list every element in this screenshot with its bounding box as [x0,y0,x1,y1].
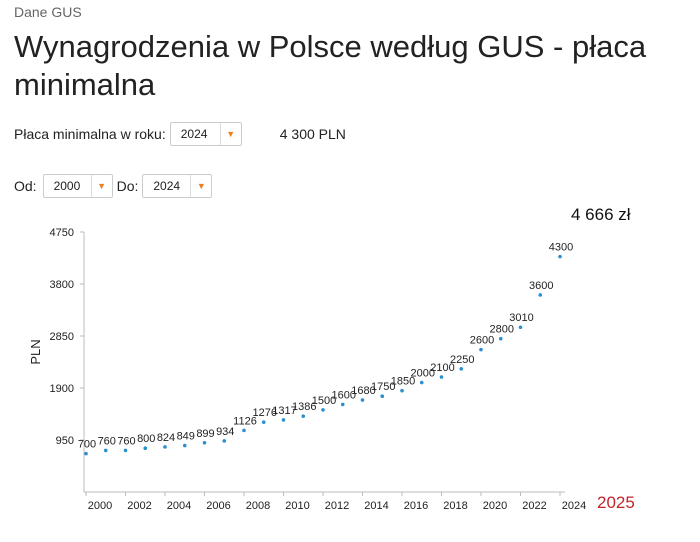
from-label: Od: [14,178,37,194]
data-label: 934 [216,426,234,438]
to-year-select[interactable]: 2024 ▼ [142,174,213,198]
data-point [538,293,543,297]
chart-marks: 700 760 760 800 824 849 899 9341126127613171386… [78,242,573,456]
from-year-value: 2000 [53,179,81,193]
year-select[interactable]: 2024 ▼ [169,122,242,146]
minimum-wage-value: 4 300 PLN [279,126,346,142]
data-point [301,414,306,418]
x-tick-label: 2010 [285,500,309,512]
data-label: 2800 [490,324,514,336]
data-point [459,367,464,371]
data-point [84,451,88,456]
data-label: 1276 [253,407,277,419]
data-label: 3600 [529,280,553,292]
data-point [103,448,108,453]
data-label: 1386 [292,401,316,413]
data-point [498,336,503,341]
data-label: 2600 [470,335,494,347]
data-label: 1317 [272,405,296,417]
data-point [439,375,444,379]
data-point [419,380,424,385]
data-point [281,418,286,422]
year-select-label: Płaca minimalna w roku: [14,126,166,142]
data-label: 4300 [549,242,573,254]
data-point [340,402,345,407]
x-tick-label: 2024 [562,500,586,512]
to-year-value: 2024 [153,179,181,193]
x-tick-label: 2004 [167,500,191,512]
to-label: Do: [116,178,139,194]
data-point [163,445,167,449]
data-label: 800 [137,433,155,445]
chevron-down-icon[interactable]: ▼ [190,175,211,197]
x-tick-label: 2018 [443,500,467,512]
data-label: 2250 [450,354,474,366]
data-point [400,388,404,393]
range-row: Od: 2000 ▼ Do: 2024 ▼ [14,174,213,198]
y-axis-label: PLN [28,339,43,364]
data-label: 1850 [391,376,415,388]
y-tick-label: 950 [56,435,74,447]
data-point [518,325,523,330]
chevron-down-icon[interactable]: ▼ [219,123,241,145]
data-label: 849 [177,431,195,443]
forecast-year: 2025 [597,493,635,512]
data-point [182,443,187,448]
data-point [123,448,128,453]
data-label: 2100 [430,362,454,374]
source-label: Dane GUS [14,4,82,20]
data-point [222,439,227,443]
data-label: 1600 [332,389,356,401]
data-point [242,428,246,433]
data-point [380,394,385,399]
x-tick-label: 2020 [483,500,507,512]
data-point [479,347,483,352]
x-tick-label: 2006 [206,500,230,512]
y-tick-label: 3800 [50,279,74,291]
data-label: 3010 [509,312,533,324]
y-tick-label: 2850 [50,331,74,343]
data-label: 760 [117,435,135,447]
data-point [321,408,325,412]
data-point [143,446,148,451]
y-tick-label: 1900 [50,383,74,395]
page-title: Wynagrodzenia w Polsce według GUS - płac… [14,29,647,102]
wage-chart: 950 1900 2850 3800 4750 2000 2002 2004 2006 2008 2… [28,227,586,512]
x-tick-label: 2016 [404,500,428,512]
data-label: 1750 [371,381,395,393]
y-tick-label: 4750 [50,227,74,239]
data-label: 2000 [411,368,435,380]
data-point [202,440,207,445]
x-tick-label: 2012 [325,500,349,512]
data-label: 1126 [233,415,257,427]
chart-axes: 950 1900 2850 3800 4750 2000 2002 2004 2006 2008 2… [28,227,586,512]
x-tick-label: 2000 [88,500,112,512]
data-label: 700 [78,439,96,451]
data-point [558,254,562,259]
x-tick-label: 2008 [246,500,270,512]
data-label: 899 [196,428,214,440]
from-year-select[interactable]: 2000 ▼ [42,174,113,198]
data-label: 760 [98,435,116,447]
data-label: 1680 [351,385,375,397]
x-tick-label: 2022 [522,500,546,512]
x-tick-label: 2014 [364,500,388,512]
data-label: 1500 [312,395,336,407]
data-label: 824 [157,432,175,444]
data-point [360,398,365,402]
x-tick-label: 2002 [127,500,151,512]
forecast-value: 4 666 zł [571,205,631,224]
year-select-value: 2024 [180,127,208,141]
data-point [261,420,266,424]
chevron-down-icon[interactable]: ▼ [90,175,112,197]
minimum-wage-year-row: Płaca minimalna w roku: 2024 ▼ 4 300 PLN [14,122,346,146]
